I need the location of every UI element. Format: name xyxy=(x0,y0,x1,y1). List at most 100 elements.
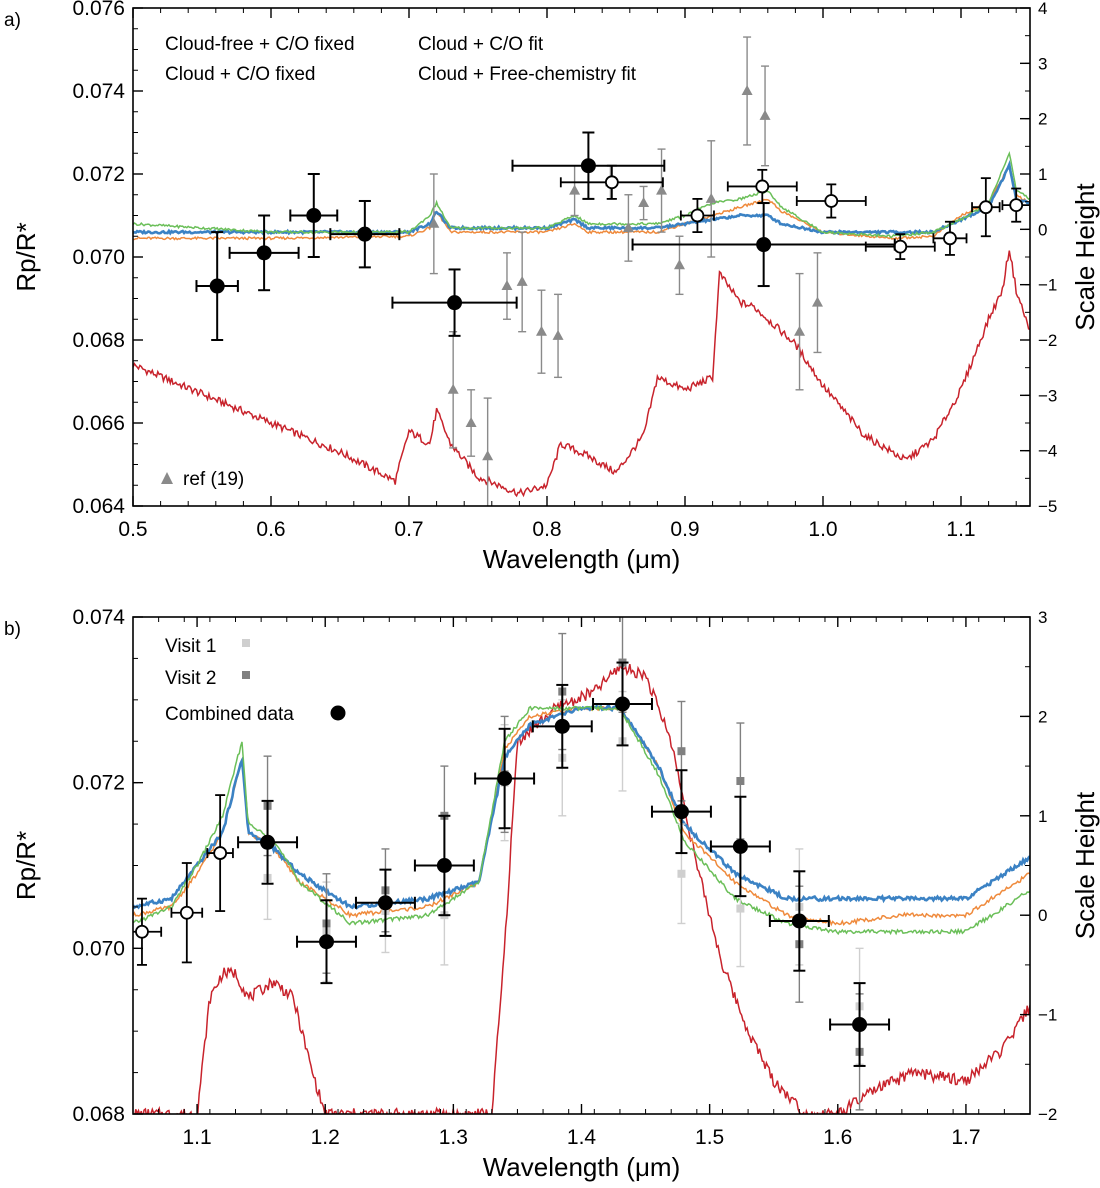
ref-point xyxy=(552,329,564,340)
visit2-point xyxy=(677,747,686,756)
x-tick-label: 0.7 xyxy=(394,518,423,541)
open-point xyxy=(604,175,619,190)
x-tick-label: 1.3 xyxy=(439,1126,468,1149)
model-line-cloud-free-chemistry-fit xyxy=(133,151,1030,239)
y2-tick-label: −3 xyxy=(1038,386,1057,405)
y2-tick-label: −4 xyxy=(1038,442,1057,461)
y2-tick-label: −2 xyxy=(1038,331,1057,350)
combined-point xyxy=(436,858,452,873)
open-point xyxy=(213,846,228,860)
x-axis-label: Wavelength (μm) xyxy=(483,1152,681,1182)
open-point xyxy=(978,200,993,215)
open-point xyxy=(135,924,149,939)
y-tick-label: 0.074 xyxy=(72,80,125,103)
y-tick-label: 0.070 xyxy=(72,246,125,269)
panel-b: 1.1 1.2 1.3 1.4 1.5 1.6 1.7 0.068 0.070 0.072 0.07… xyxy=(4,606,1100,1182)
y2-tick-label: −1 xyxy=(1038,276,1057,295)
x-tick-label: 1.5 xyxy=(695,1126,724,1149)
x-tick-label: 0.5 xyxy=(118,518,147,541)
model-line-cloud-c-o-fixed xyxy=(133,704,1030,910)
plot-area xyxy=(133,36,1030,506)
x-tick-label: 0.8 xyxy=(532,518,561,541)
open-point xyxy=(179,905,194,920)
ref-point xyxy=(447,383,459,394)
combined-point xyxy=(852,1017,868,1033)
ref-point xyxy=(673,259,685,270)
ref-point xyxy=(465,417,477,427)
ref-legend-marker xyxy=(161,472,173,484)
visit1-point xyxy=(736,904,745,913)
combined-point xyxy=(377,895,393,911)
combined-point xyxy=(497,771,513,787)
visit1-legend-marker xyxy=(242,639,250,647)
ref-point xyxy=(638,197,650,208)
y-axis-label: Rp/R* xyxy=(11,831,41,900)
y2-tick-label: 0 xyxy=(1038,220,1047,239)
visit2-legend-label: Visit 2 xyxy=(165,668,216,689)
y-tick-label: 0.072 xyxy=(72,772,125,795)
ref-point xyxy=(428,217,440,228)
combined-point xyxy=(732,838,748,854)
y-tick-label: 0.072 xyxy=(72,163,125,186)
combined-point xyxy=(209,278,225,294)
x-tick-label: 1.2 xyxy=(311,1126,340,1149)
ref-point xyxy=(535,325,547,336)
y2-tick-label: 2 xyxy=(1038,110,1047,129)
y2-tick-label: −1 xyxy=(1038,1006,1057,1025)
ref-point xyxy=(622,221,634,232)
x-tick-label: 1.7 xyxy=(951,1126,980,1149)
ref-point xyxy=(656,184,668,195)
visit1-point xyxy=(677,869,686,878)
x-tick-label: 1.6 xyxy=(823,1126,852,1149)
ref-point xyxy=(705,192,717,203)
ref-point xyxy=(741,85,753,95)
y2-tick-label: 4 xyxy=(1038,0,1047,18)
ref-point xyxy=(569,184,581,195)
open-point xyxy=(943,231,957,246)
combined-legend-label: Combined data xyxy=(165,704,294,725)
combined-legend-marker xyxy=(330,705,346,721)
ref-point xyxy=(501,280,513,291)
panel-a: 0.5 0.6 0.7 0.8 0.9 1.0 1.1 0.064 0.066 0.068 0.07… xyxy=(4,0,1100,574)
x-tick-label: 0.9 xyxy=(670,518,699,541)
y2-axis-label: Scale Height xyxy=(1070,791,1100,939)
model-line-cloud-free-c-o-fixed xyxy=(134,663,1030,1114)
combined-point xyxy=(756,237,772,253)
x-tick-label: 1.0 xyxy=(808,518,837,541)
y-axis-label: Rp/R* xyxy=(11,222,41,291)
combined-point xyxy=(615,696,631,712)
legend-entry-cloud-co-fit: Cloud + C/O fit xyxy=(418,34,544,55)
model-line-cloud-free-chemistry-fit xyxy=(133,704,1030,936)
y2-tick-label: 2 xyxy=(1038,707,1047,726)
x-tick-label: 1.1 xyxy=(946,518,975,541)
y-tick-label: 0.066 xyxy=(72,412,125,435)
legend-entry-cloud-free-co-fixed: Cloud-free + C/O fixed xyxy=(165,34,355,55)
combined-point xyxy=(260,834,276,850)
y2-tick-label: 1 xyxy=(1038,807,1047,826)
model-line-cloud-c-o-fixed xyxy=(133,159,1030,236)
y2-tick-label: 3 xyxy=(1038,608,1047,627)
x-tick-label: 0.6 xyxy=(256,518,285,541)
y2-tick-label: 3 xyxy=(1038,54,1047,73)
model-line-cloud-free-c-o-fixed xyxy=(133,250,1030,498)
combined-point xyxy=(318,934,334,950)
combined-point xyxy=(256,245,272,261)
y2-tick-label: 1 xyxy=(1038,165,1047,184)
combined-point xyxy=(554,718,570,734)
visit1-legend-label: Visit 1 xyxy=(165,636,216,657)
y-tick-label: 0.076 xyxy=(72,0,125,20)
ref-legend-label: ref (19) xyxy=(183,469,244,490)
y2-tick-label: 0 xyxy=(1038,906,1047,925)
open-point xyxy=(690,208,705,223)
combined-point xyxy=(447,295,463,311)
y2-tick-label: −2 xyxy=(1038,1105,1057,1124)
ref-point xyxy=(482,450,494,461)
combined-point xyxy=(673,804,689,820)
legend-entry-cloud-co-fixed: Cloud + C/O fixed xyxy=(165,64,316,85)
ref-point xyxy=(759,109,771,120)
y2-axis-label: Scale Height xyxy=(1070,183,1100,331)
combined-point xyxy=(306,208,322,223)
model-line-cloud-c-o-fit xyxy=(133,162,1030,241)
combined-point xyxy=(791,913,807,929)
